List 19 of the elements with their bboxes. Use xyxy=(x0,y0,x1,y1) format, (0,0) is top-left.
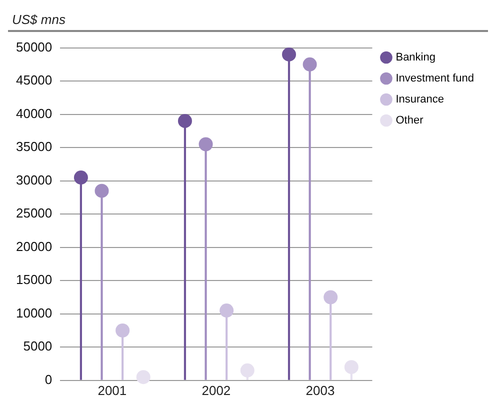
y-tick-label: 45000 xyxy=(16,72,52,88)
y-tick-label: 0 xyxy=(44,372,52,387)
x-tick-label: 2001 xyxy=(98,382,127,398)
y-tick-label: 5000 xyxy=(23,338,52,354)
y-tick-label: 50000 xyxy=(16,39,52,54)
y-tick-label: 35000 xyxy=(16,139,52,154)
legend-label: Insurance xyxy=(396,94,444,106)
y-tick-label: 15000 xyxy=(16,272,52,288)
y-tick-label: 40000 xyxy=(16,106,52,121)
x-tick-label: 2003 xyxy=(306,382,335,398)
y-tick-label: 10000 xyxy=(16,305,52,320)
y-tick-label: 20000 xyxy=(16,238,52,254)
legend-label: Other xyxy=(396,114,424,127)
y-tick-label: 30000 xyxy=(16,172,52,188)
y-tick-label: 25000 xyxy=(16,206,52,221)
legend-label: Banking xyxy=(396,52,436,64)
x-tick-label: 2002 xyxy=(202,382,231,398)
legend-label: Investment fund xyxy=(396,72,474,85)
y-axis-title: US$ mns xyxy=(8,8,488,32)
